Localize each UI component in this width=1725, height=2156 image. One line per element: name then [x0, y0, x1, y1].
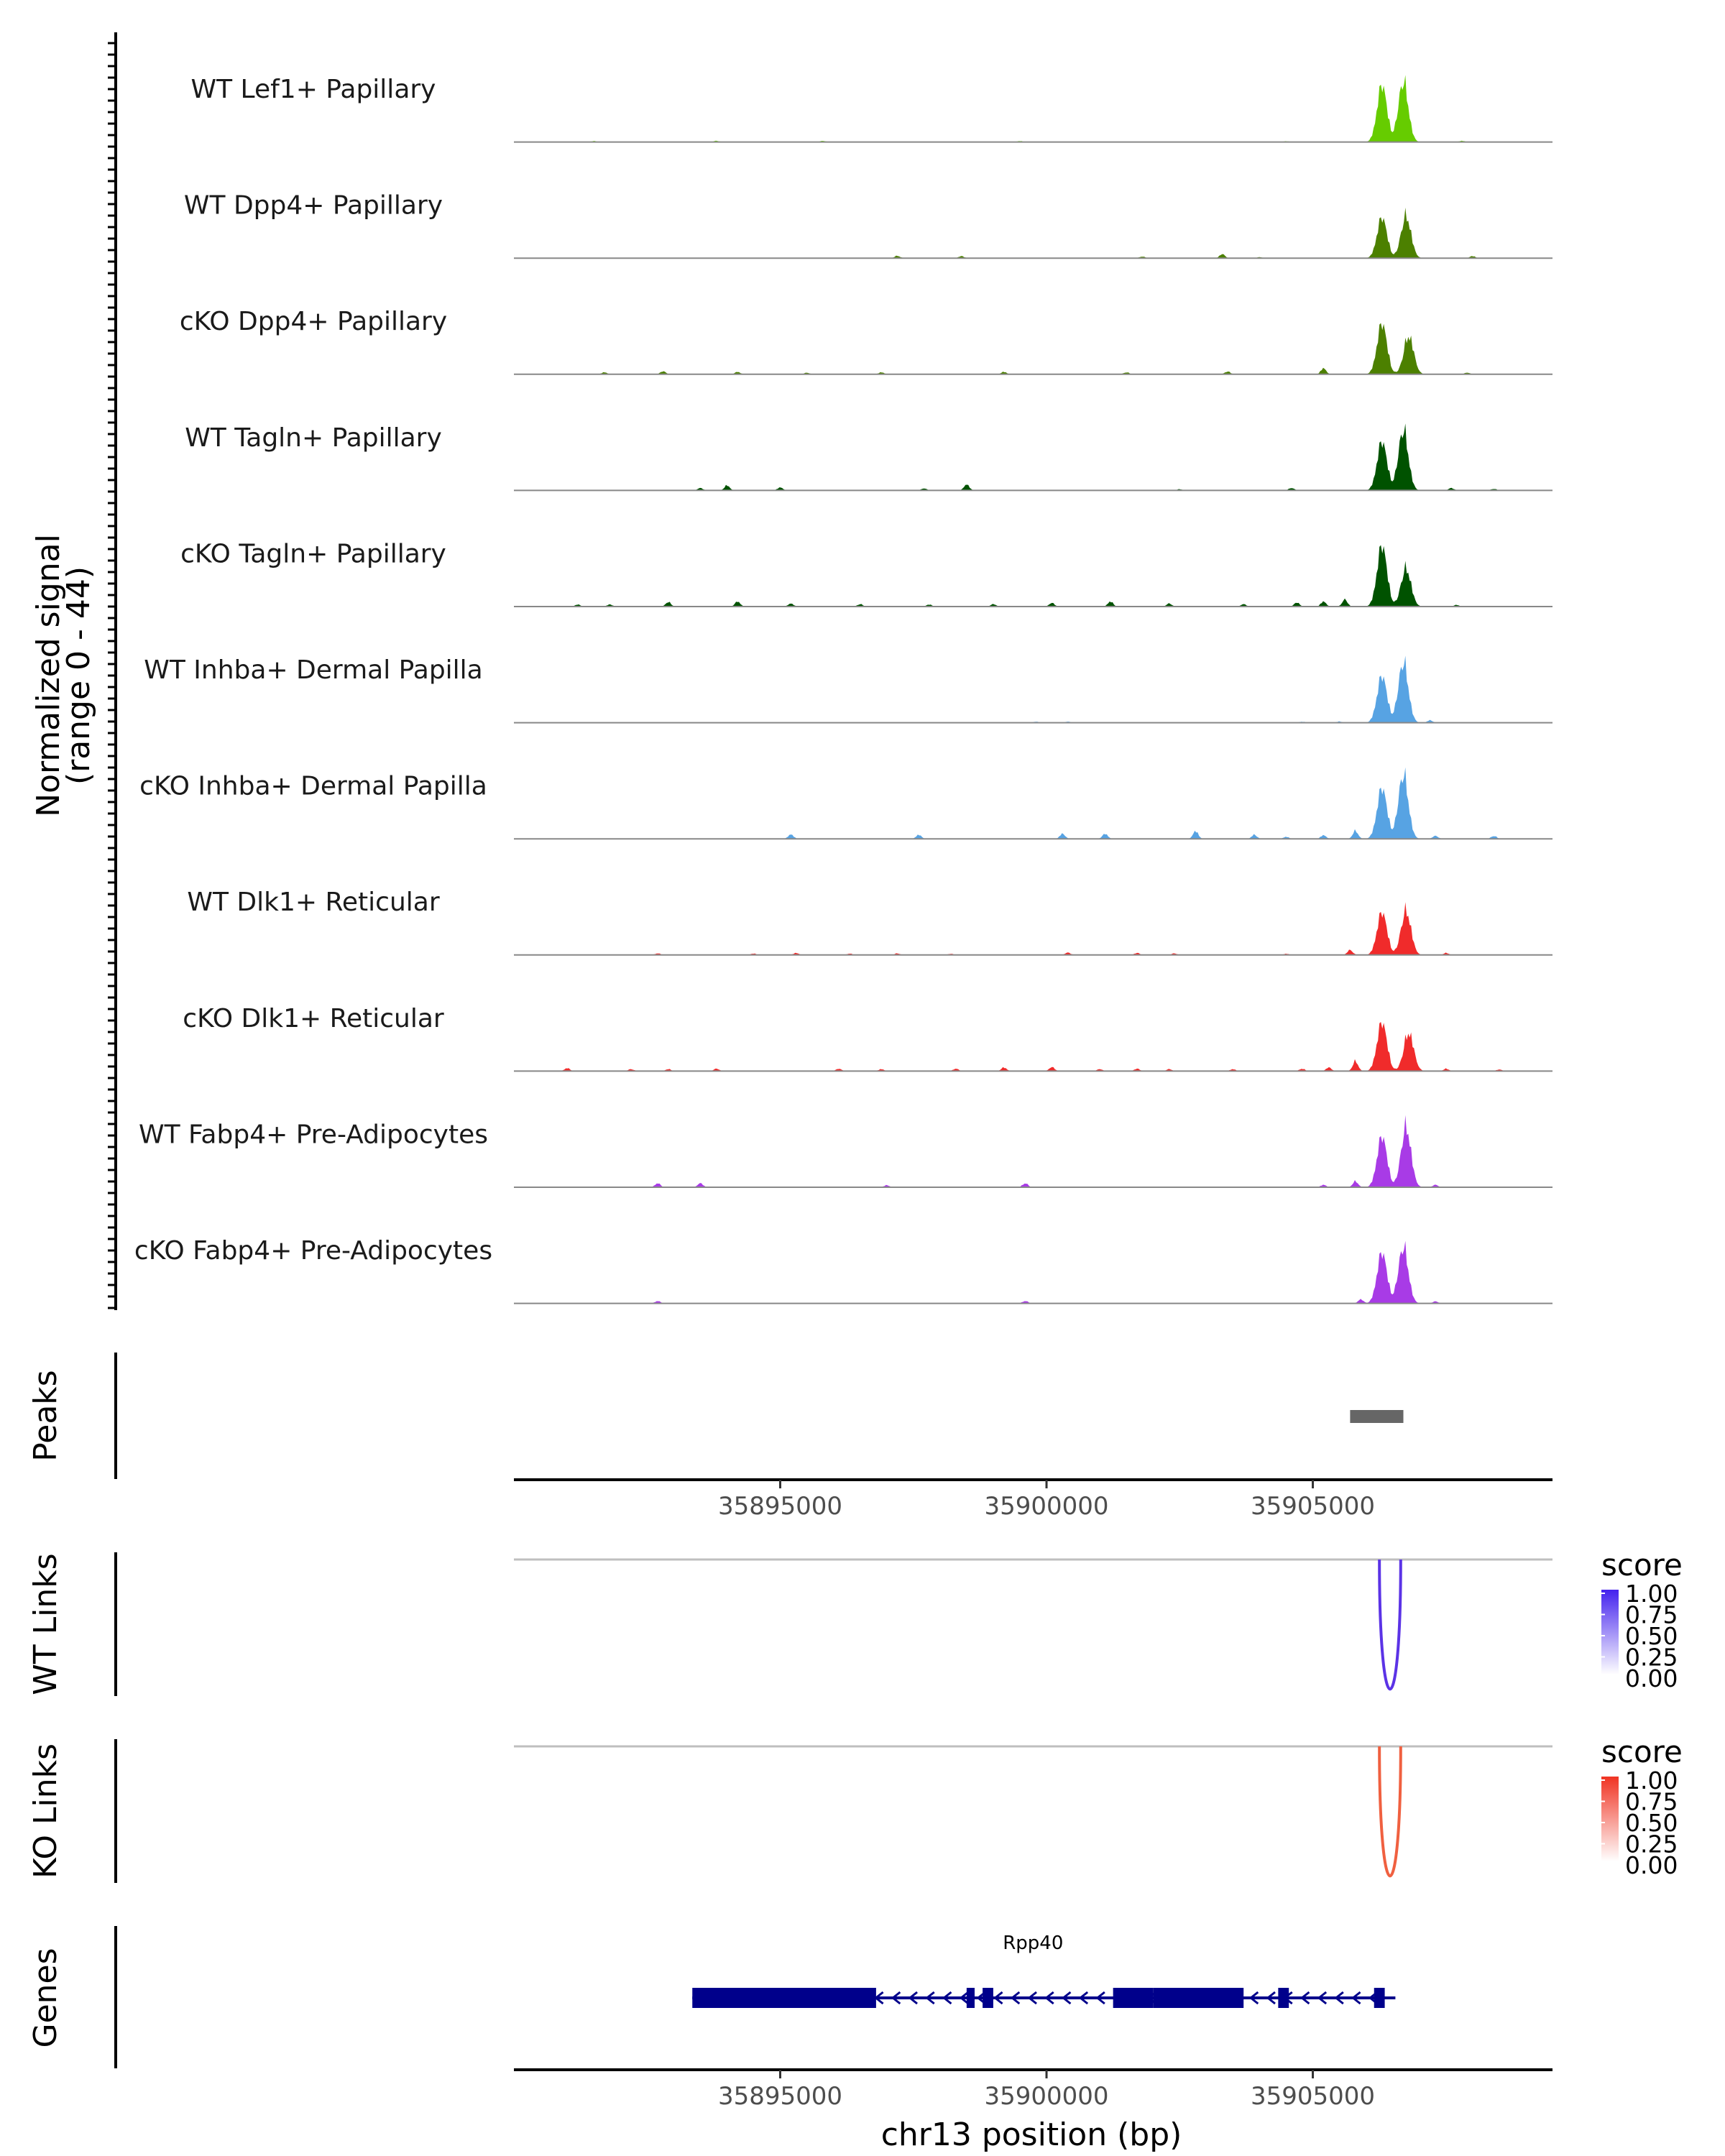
legend-value: 0.50 [1625, 1622, 1678, 1650]
y-axis-title: Normalized signal (range 0 - 44) [30, 534, 97, 817]
track-label: WT Dpp4+ Papillary [184, 191, 443, 221]
peaks-label: Peaks [27, 1370, 64, 1461]
coverage-area [514, 207, 1552, 259]
legend-value: 0.25 [1625, 1830, 1678, 1858]
x-axis-title: chr13 position (bp) [881, 2116, 1182, 2153]
y-axis-title-line2: (range 0 - 44) [60, 566, 97, 785]
genes-track: Genes Rpp40 35895000 35900000 35905000 [27, 1926, 1552, 2111]
strand-arrow [891, 1991, 901, 2005]
strand-arrow [1266, 1991, 1276, 2005]
links-label: WT Links [27, 1553, 64, 1695]
bottom-x-tick-label: 35900000 [984, 2082, 1108, 2111]
track-label: WT Lef1+ Papillary [191, 75, 436, 104]
gene-exon [983, 1988, 993, 2008]
coverage-area [514, 1022, 1552, 1072]
coverage-area [514, 655, 1552, 723]
strand-arrow [1300, 1991, 1310, 2005]
gene-exon [1153, 1988, 1244, 2008]
strand-arrow [908, 1991, 918, 2005]
legend-value: 0.75 [1625, 1788, 1678, 1816]
strand-arrow [1351, 1991, 1361, 2005]
x-tick-label: 35900000 [984, 1492, 1108, 1521]
track-label: cKO Dpp4+ Papillary [180, 307, 447, 336]
track-label: WT Fabp4+ Pre-Adipocytes [139, 1120, 488, 1149]
gene-name: Rpp40 [1003, 1932, 1063, 1954]
coverage-area [514, 1115, 1552, 1187]
x-tick-label: 35895000 [718, 1492, 842, 1521]
strand-arrow [1095, 1991, 1105, 2005]
coverage-area [514, 323, 1552, 374]
coverage-area [514, 75, 1552, 142]
bottom-x-tick-label: 35905000 [1251, 2082, 1375, 2111]
gene-exon [1374, 1988, 1385, 2008]
strand-arrow [993, 1991, 1003, 2005]
gene-exon [966, 1988, 975, 2008]
coverage-area [514, 545, 1552, 607]
strand-arrow [1248, 1991, 1259, 2005]
bottom-x-tick-label: 35895000 [718, 2082, 842, 2111]
gene-exon [1113, 1988, 1154, 2008]
legend-value: 1.00 [1625, 1766, 1678, 1795]
track-label: WT Tagln+ Papillary [185, 423, 442, 453]
track-label: WT Inhba+ Dermal Papilla [144, 655, 482, 685]
strand-arrow [1078, 1991, 1089, 2005]
strand-arrow [942, 1991, 952, 2005]
legend-value: 0.75 [1625, 1601, 1678, 1629]
coverage-tracks: WT Lef1+ Papillary WT Dpp4+ Papillary cKO … [108, 32, 1552, 1310]
legend-value: 1.00 [1625, 1580, 1678, 1608]
track-label: cKO Dlk1+ Reticular [183, 1004, 444, 1033]
gene-exon [692, 1988, 876, 2008]
track-label: cKO Inhba+ Dermal Papilla [139, 772, 487, 801]
strand-arrow [959, 1991, 970, 2005]
strand-arrow [925, 1991, 935, 2005]
legend-value: 0.25 [1625, 1644, 1678, 1672]
strand-arrow [1044, 1991, 1054, 2005]
x-tick-label: 35905000 [1251, 1492, 1375, 1521]
strand-arrow [1027, 1991, 1037, 2005]
link-arc [1378, 1746, 1402, 1878]
strand-arrow [1062, 1991, 1072, 2005]
coverage-area [514, 1240, 1552, 1304]
legend-colorbar [1601, 1590, 1619, 1674]
strand-arrow [1334, 1991, 1344, 2005]
peaks-track: Peaks 35895000 35900000 35905000 [27, 1353, 1552, 1521]
y-axis-title-line1: Normalized signal [30, 534, 67, 817]
legend-value: 0.00 [1625, 1664, 1678, 1692]
track-label: cKO Tagln+ Papillary [180, 539, 446, 568]
coverage-area [514, 902, 1552, 955]
coverage-area [514, 423, 1552, 491]
link-arc [1378, 1559, 1402, 1691]
genes-label: Genes [27, 1948, 64, 2047]
strand-arrow [1010, 1991, 1021, 2005]
legend-value: 0.50 [1625, 1809, 1678, 1837]
legend-colorbar [1601, 1777, 1619, 1861]
legend-title: score [1601, 1547, 1683, 1583]
strand-arrow [1317, 1991, 1328, 2005]
track-label: cKO Fabp4+ Pre-Adipocytes [134, 1236, 492, 1266]
legend-value: 0.00 [1625, 1851, 1678, 1879]
track-label: WT Dlk1+ Reticular [187, 888, 439, 917]
legend-title: score [1601, 1734, 1683, 1769]
coverage-area [514, 767, 1552, 839]
links-label: KO Links [27, 1743, 64, 1879]
gene-exon [1278, 1988, 1289, 2008]
peak-region [1350, 1410, 1404, 1423]
